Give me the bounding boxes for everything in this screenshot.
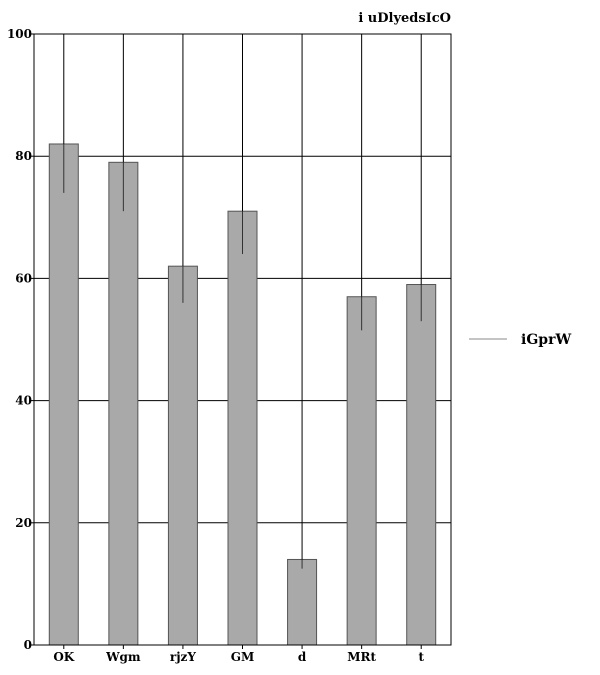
- legend: iGprW: [469, 332, 571, 348]
- y-tick-label: 80: [15, 149, 32, 163]
- error-bars: [63, 143, 422, 569]
- x-axis-ticks: OK Wgm rjzY GM d MRt t: [53, 645, 424, 664]
- bar: [48, 143, 79, 646]
- category-lines: [63, 34, 422, 560]
- bar: [108, 161, 139, 646]
- x-tick-label: MRt: [347, 650, 376, 664]
- bar: [167, 265, 198, 646]
- y-tick-label: 20: [15, 516, 32, 530]
- bar: [346, 296, 377, 646]
- x-tick-label: t: [418, 650, 424, 664]
- y-tick-label: 100: [7, 27, 32, 41]
- y-tick-label: 0: [24, 638, 32, 652]
- x-tick-label: OK: [53, 650, 74, 664]
- legend-label: iGprW: [521, 332, 571, 348]
- y-tick-label: 60: [15, 271, 32, 285]
- chart-title: i uDlyedsIcO: [358, 11, 451, 26]
- x-tick-label: Wgm: [105, 650, 141, 664]
- x-tick-label: GM: [231, 650, 255, 664]
- x-tick-label: d: [298, 650, 307, 664]
- bar: [406, 284, 437, 646]
- y-tick-label: 40: [15, 394, 32, 408]
- bar: [287, 558, 318, 646]
- bar: [227, 210, 258, 646]
- x-tick-label: rjzY: [170, 650, 196, 664]
- y-axis-ticks: 0 20 40 60 80 100: [7, 27, 34, 652]
